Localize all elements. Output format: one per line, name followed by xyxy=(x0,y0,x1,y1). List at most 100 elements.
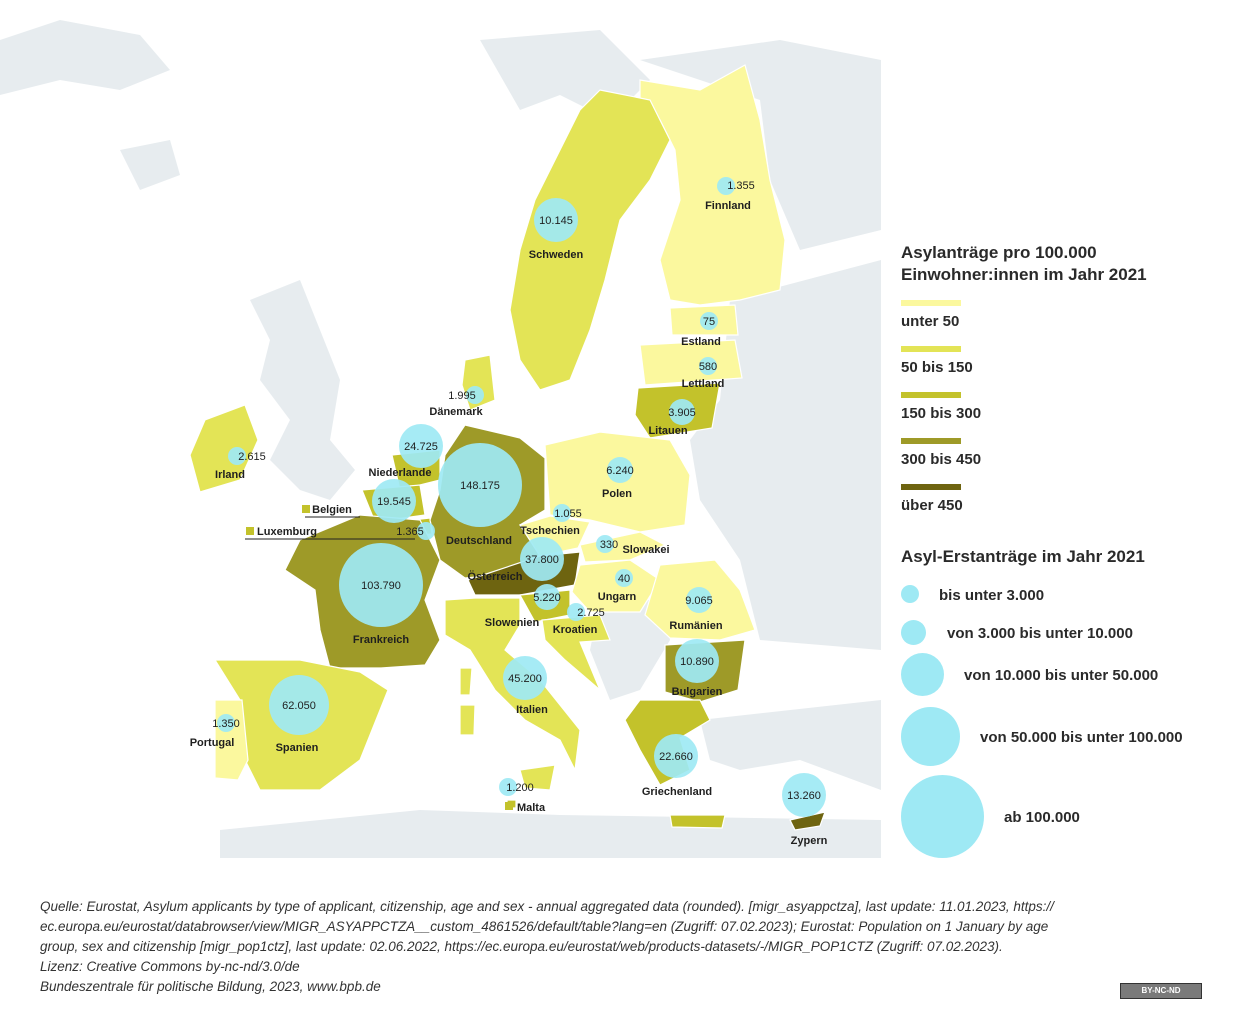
country-lettland xyxy=(639,339,743,386)
label-frankreich: Frankreich xyxy=(353,634,410,646)
value-slowenien: 5.220 xyxy=(533,592,561,604)
country-sizilien xyxy=(519,764,556,791)
country-kroatien xyxy=(541,614,611,691)
label-portugal: Portugal xyxy=(190,737,235,749)
bubble-griechenland xyxy=(654,734,698,778)
non-eu-land xyxy=(0,20,881,858)
bubble-ungarn xyxy=(615,569,633,587)
value-finnland: 1.355 xyxy=(727,180,755,192)
label-dänemark: Dänemark xyxy=(429,406,483,418)
value-italien: 45.200 xyxy=(508,673,542,685)
legend-class-label-3: 150 bis 300 xyxy=(901,405,982,422)
source-line-3: group, sex and citizenship [migr_pop1ctz… xyxy=(40,939,1003,954)
bubble-spanien xyxy=(269,675,329,735)
legend-swatch-5 xyxy=(901,484,961,490)
value-irland: 2.615 xyxy=(238,451,266,463)
label-lettland: Lettland xyxy=(682,378,725,390)
bubble-tschechien xyxy=(553,504,571,522)
country-irland xyxy=(189,404,259,493)
source-note: Quelle: Eurostat, Asylum applicants by t… xyxy=(40,897,1100,997)
pointer-lines xyxy=(245,516,415,540)
legend-class-label-5: über 450 xyxy=(901,497,963,514)
value-schweden: 10.145 xyxy=(539,215,573,227)
label-tschechien: Tschechien xyxy=(520,525,580,537)
value-rumänien: 9.065 xyxy=(685,595,713,607)
legend-bubble-label-5: ab 100.000 xyxy=(1004,809,1080,826)
value-malta: 1.200 xyxy=(506,782,534,794)
legend-swatch-3 xyxy=(901,392,961,398)
bubble-österreich xyxy=(520,537,564,581)
cc-license-badge[interactable]: BY-NC-ND xyxy=(1120,983,1202,999)
label-spanien: Spanien xyxy=(276,742,319,754)
bubble-niederlande xyxy=(399,424,443,468)
value-luxemburg: 1.365 xyxy=(396,526,424,538)
legend-bubble-5 xyxy=(901,775,984,858)
label-griechenland: Griechenland xyxy=(642,786,712,798)
bubble-litauen xyxy=(669,399,695,425)
bubble-polen xyxy=(607,457,633,483)
value-spanien: 62.050 xyxy=(282,700,316,712)
legend-class-label-4: 300 bis 450 xyxy=(901,451,982,468)
source-line-1: Quelle: Eurostat, Asylum applicants by t… xyxy=(40,899,1054,914)
label-belgien: Belgien xyxy=(312,504,352,516)
label-niederlande: Niederlande xyxy=(369,467,432,479)
label-litauen: Litauen xyxy=(648,425,687,437)
bubble-italien xyxy=(503,656,547,700)
bubble-slowenien xyxy=(534,584,560,610)
bubble-dänemark xyxy=(466,386,484,404)
legend-choropleth-title-1: Asylanträge pro 100.000 xyxy=(901,243,1097,262)
country-kreta xyxy=(669,814,726,829)
country-schweden xyxy=(509,89,671,391)
marker-belgien xyxy=(302,505,310,513)
value-niederlande: 24.725 xyxy=(404,441,438,453)
label-luxemburg: Luxemburg xyxy=(257,526,317,538)
value-lettland: 580 xyxy=(699,361,717,373)
value-belgien: 19.545 xyxy=(377,496,411,508)
bubbles-layer: 1.355 Finnland 10.145 Schweden 75 Estland 580 L… xyxy=(190,177,828,847)
label-estland: Estland xyxy=(681,336,721,348)
label-rumänien: Rumänien xyxy=(669,620,722,632)
legend-swatch-4 xyxy=(901,438,961,444)
value-estland: 75 xyxy=(703,316,715,328)
label-finnland: Finnland xyxy=(705,200,751,212)
license-line: Lizenz: Creative Commons by-nc-nd/3.0/de xyxy=(40,959,300,974)
label-slowakei: Slowakei xyxy=(622,544,669,556)
value-griechenland: 22.660 xyxy=(659,751,693,763)
bubble-kroatien xyxy=(567,603,585,621)
bubble-malta xyxy=(499,778,517,796)
label-irland: Irland xyxy=(215,469,245,481)
bubble-rumänien xyxy=(686,587,712,613)
legend-choropleth-title-2: Einwohner:innen im Jahr 2021 xyxy=(901,265,1147,284)
bubble-luxemburg xyxy=(417,522,435,540)
legend-bubble-label-2: von 3.000 bis unter 10.000 xyxy=(947,625,1133,642)
legend-class-label-1: unter 50 xyxy=(901,313,960,330)
legend-class-label-2: 50 bis 150 xyxy=(901,359,973,376)
label-österreich: Österreich xyxy=(467,570,522,583)
label-schweden: Schweden xyxy=(529,249,584,261)
label-italien: Italien xyxy=(516,704,548,716)
label-deutschland: Deutschland xyxy=(446,535,512,547)
value-tschechien: 1.055 xyxy=(554,508,582,520)
legend-panel: Asylanträge pro 100.000 Einwohner:innen … xyxy=(881,222,1240,858)
legend-bubble-3 xyxy=(901,653,944,696)
marker-luxemburg xyxy=(246,527,254,535)
bubble-bulgarien xyxy=(675,639,719,683)
bubble-schweden xyxy=(534,198,578,242)
label-polen: Polen xyxy=(602,488,632,500)
bubble-zypern xyxy=(782,773,826,817)
bubble-frankreich xyxy=(339,543,423,627)
legend-bubble-label-1: bis unter 3.000 xyxy=(939,587,1045,604)
legend-swatch-1 xyxy=(901,300,961,306)
value-portugal: 1.350 xyxy=(212,718,240,730)
value-polen: 6.240 xyxy=(606,465,634,477)
country-sardinien xyxy=(459,704,476,736)
legend-bubble-4 xyxy=(901,707,960,766)
value-kroatien: 2.725 xyxy=(577,607,605,619)
legend-bubble-1 xyxy=(901,585,919,603)
label-kroatien: Kroatien xyxy=(553,624,598,636)
value-dänemark: 1.995 xyxy=(448,390,476,402)
value-frankreich: 103.790 xyxy=(361,580,401,592)
legend-bubble-label-3: von 10.000 bis unter 50.000 xyxy=(964,667,1159,684)
bubble-lettland xyxy=(699,357,717,375)
country-slowakei xyxy=(579,531,667,563)
